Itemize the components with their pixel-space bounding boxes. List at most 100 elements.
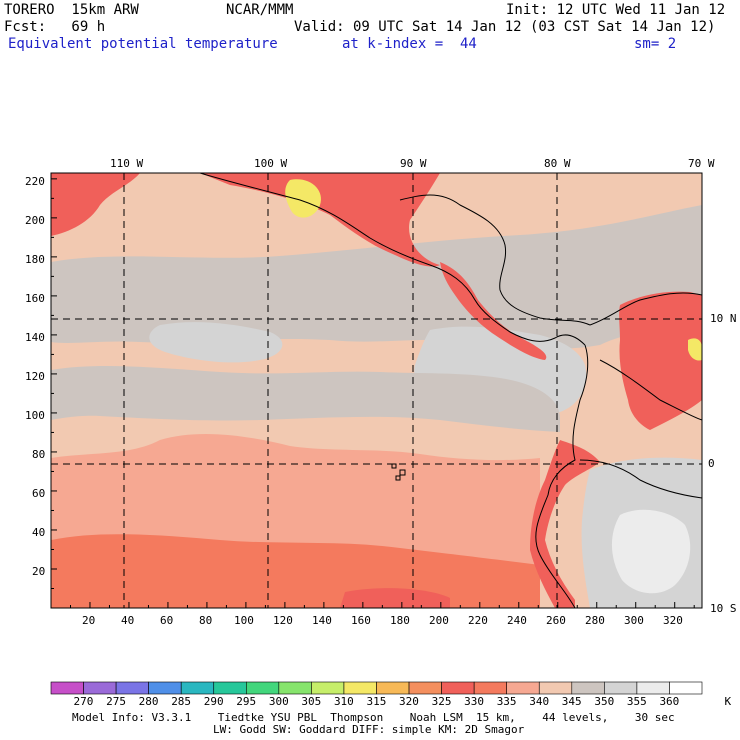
coastline-central-america xyxy=(199,173,586,346)
x-tick-label: 280 xyxy=(585,614,605,627)
map-frame xyxy=(50,172,703,609)
color-bar-label: 340 xyxy=(529,695,550,708)
y-tick-label: 60 xyxy=(32,487,46,500)
coastlines xyxy=(199,173,702,608)
color-bar-label: 330 xyxy=(464,695,485,708)
color-bar-label: 335 xyxy=(496,695,517,708)
color-bar-swatch xyxy=(636,681,670,695)
color-bar-label: 280 xyxy=(138,695,159,708)
color-bar-swatch xyxy=(506,681,540,695)
color-bar-label: 290 xyxy=(203,695,224,708)
y-tick-label: 120 xyxy=(25,370,45,383)
smoothing-label: sm= 2 xyxy=(634,36,677,52)
x-tick-label: 300 xyxy=(624,614,644,627)
coastline-south-america xyxy=(535,344,589,608)
color-bar-label: 315 xyxy=(366,695,387,708)
color-bar-label: 355 xyxy=(626,695,647,708)
color-bar xyxy=(50,681,703,695)
y-tick-label: 80 xyxy=(32,448,46,461)
color-bar-label: 305 xyxy=(301,695,322,708)
color-bar-label: 275 xyxy=(106,695,126,708)
color-bar-label: 285 xyxy=(171,695,192,708)
color-bar-label: 360 xyxy=(659,695,680,708)
color-bar-swatch xyxy=(408,681,442,695)
y-tick-label: 180 xyxy=(25,253,45,266)
lat-label-10n: 10 N xyxy=(710,312,737,325)
x-tick-label: 20 xyxy=(82,614,96,627)
y-tick-label: 140 xyxy=(25,331,45,344)
color-bar-label: 320 xyxy=(399,695,419,708)
lon-label-80w: 80 W xyxy=(544,157,571,170)
coastline-colombia xyxy=(589,292,702,326)
valid-time: Valid: 09 UTC Sat 14 Jan 12 (03 CST Sat … xyxy=(294,19,716,35)
x-tick-label: 100 xyxy=(234,614,254,627)
y-tick-label: 220 xyxy=(25,175,45,188)
field-band-335-isthmus xyxy=(440,262,547,360)
color-bar-swatch xyxy=(246,681,280,695)
x-tick-label: 40 xyxy=(121,614,135,627)
field-band-350-mid xyxy=(51,366,560,432)
x-tick-label: 240 xyxy=(507,614,527,627)
color-bar-label: 300 xyxy=(268,695,289,708)
lon-label-110w: 110 W xyxy=(110,157,144,170)
color-bar-swatch xyxy=(343,681,377,695)
coastline-caribbean xyxy=(399,194,591,326)
field-band-335-nw xyxy=(51,173,140,236)
color-bar-label: 325 xyxy=(431,695,452,708)
color-bar-label: K xyxy=(724,695,732,708)
y-tick-label: 100 xyxy=(25,409,45,422)
x-tick-label: 320 xyxy=(663,614,683,627)
color-bar-swatch xyxy=(441,681,475,695)
field-band-335-patch xyxy=(340,588,450,608)
graticule xyxy=(51,173,702,608)
x-tick-label: 180 xyxy=(390,614,410,627)
color-bar-label: 350 xyxy=(594,695,615,708)
color-bar-swatch xyxy=(278,681,312,695)
field-name: Equivalent potential temperature xyxy=(8,36,278,52)
field-band-360-amazon xyxy=(611,509,691,594)
color-bar-swatch xyxy=(571,681,605,695)
x-tick-label: 220 xyxy=(468,614,488,627)
color-bar-label: 270 xyxy=(73,695,94,708)
galapagos-islands xyxy=(391,463,406,481)
color-bar-swatch xyxy=(669,681,703,695)
forecast-hour: Fcst: 69 h xyxy=(4,19,106,35)
y-tick-label: 40 xyxy=(32,526,46,539)
field-band-315-gulf xyxy=(285,179,321,218)
y-tick-label: 20 xyxy=(32,565,46,578)
x-tick-label: 160 xyxy=(351,614,371,627)
color-bar-swatch xyxy=(538,681,573,695)
level-label: at k-index = 44 xyxy=(342,36,477,52)
color-bar-swatch xyxy=(213,681,247,695)
color-bar-swatch xyxy=(148,681,182,695)
color-bar-swatch xyxy=(115,681,149,695)
x-tick-label: 200 xyxy=(429,614,449,627)
color-bar-label: 345 xyxy=(561,695,582,708)
color-bar-swatch xyxy=(50,681,84,695)
model-info-line1: Model Info: V3.3.1 Tiedtke YSU PBL Thomp… xyxy=(72,711,675,724)
x-tick-label: 140 xyxy=(312,614,332,627)
lat-label-0: 0 xyxy=(708,457,715,470)
color-bar-swatch xyxy=(83,681,117,695)
x-tick-label: 120 xyxy=(273,614,293,627)
color-bar-swatch xyxy=(180,681,215,695)
y-tick-label: 160 xyxy=(25,292,45,305)
color-bar-swatch xyxy=(376,681,410,695)
field-band-330-south xyxy=(51,534,540,608)
border-andes xyxy=(599,359,702,421)
color-bar-swatch xyxy=(311,681,345,695)
y-tick-label: 200 xyxy=(25,214,45,227)
lon-label-90w: 90 W xyxy=(400,157,427,170)
field-band-335-andes xyxy=(530,440,600,608)
x-tick-label: 80 xyxy=(199,614,213,627)
center-name: NCAR/MMM xyxy=(226,2,294,18)
border-peru xyxy=(579,459,702,499)
lat-label-10s: 10 S xyxy=(710,602,737,615)
model-info-line2: LW: Godd SW: Goddard DIFF: simple KM: 2D… xyxy=(213,723,525,736)
temperature-field xyxy=(51,173,702,608)
color-bar-label: 310 xyxy=(333,695,354,708)
x-tick-label: 260 xyxy=(546,614,566,627)
field-band-355-west xyxy=(149,322,283,363)
x-tick-label: 60 xyxy=(160,614,174,627)
